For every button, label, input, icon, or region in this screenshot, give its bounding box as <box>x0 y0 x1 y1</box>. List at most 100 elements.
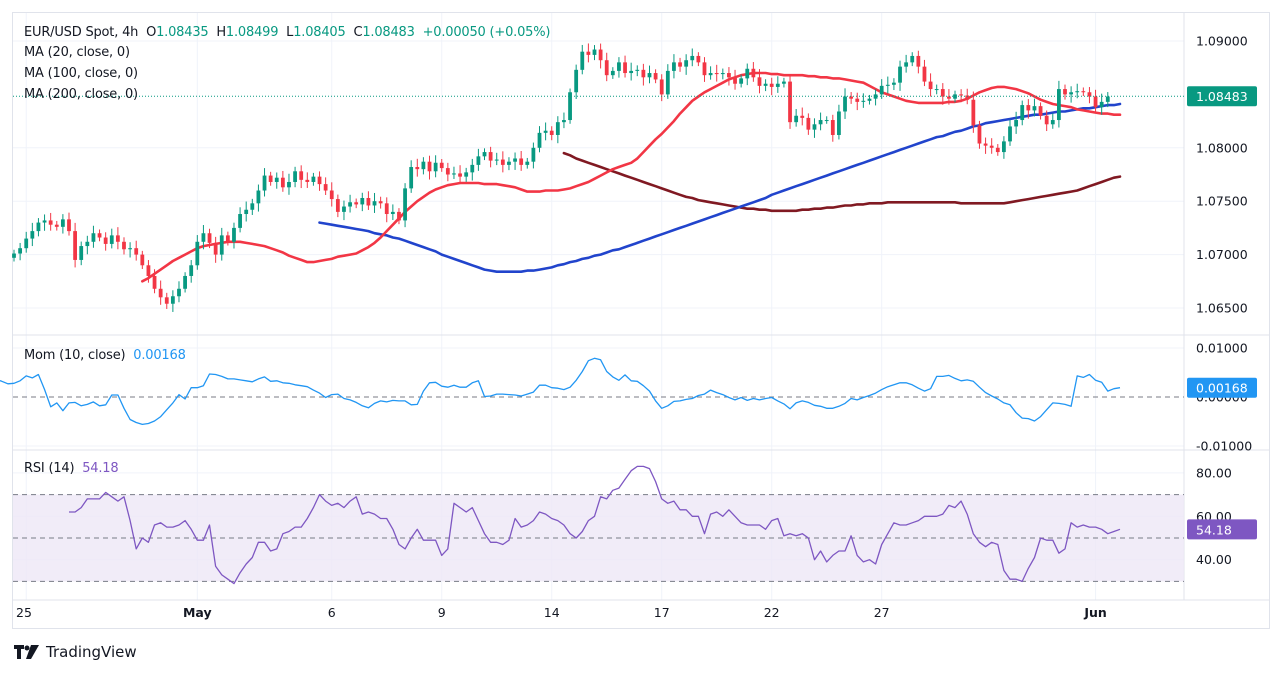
candle-body <box>873 94 878 99</box>
last-price-badge: 1.08483 <box>1187 86 1257 107</box>
candle-body <box>1093 96 1098 108</box>
candle-body <box>256 190 261 204</box>
candle-body <box>342 206 346 212</box>
candle-body <box>537 132 542 148</box>
candle-body <box>782 81 786 84</box>
candle-body <box>665 70 670 95</box>
candle <box>977 120 982 149</box>
candle <box>433 155 438 178</box>
tradingview-logo[interactable]: TradingView <box>14 643 137 661</box>
candle <box>317 171 322 191</box>
candle-body <box>812 124 817 130</box>
candle-body <box>543 130 548 133</box>
time-tick-label: 25 <box>16 605 32 620</box>
candle <box>672 54 676 79</box>
candle-body <box>629 70 634 74</box>
candle <box>623 55 627 78</box>
candle <box>293 166 297 188</box>
candle-body <box>323 184 328 191</box>
candle-body <box>653 73 658 80</box>
candle-body <box>788 81 792 123</box>
candle <box>189 260 194 283</box>
candle <box>250 198 255 215</box>
candle <box>409 160 414 193</box>
candle <box>207 228 212 249</box>
candle <box>549 126 554 141</box>
ma20-legend[interactable]: MA (20, close, 0) <box>24 45 130 60</box>
momentum-pane <box>0 357 1184 426</box>
momentum-label: Mom (10, close) <box>24 348 126 363</box>
candle <box>959 89 964 103</box>
candle <box>751 62 756 82</box>
candle <box>568 88 572 124</box>
candle-body <box>916 55 921 67</box>
candle-body <box>580 51 585 70</box>
candle <box>274 172 279 189</box>
candle-body <box>598 49 603 61</box>
candle-body <box>470 164 475 173</box>
rsi-pane <box>69 465 1121 585</box>
candle-body <box>647 73 652 78</box>
rsi-band <box>13 494 1184 582</box>
momentum-line <box>0 357 1121 426</box>
candle-body <box>617 62 621 71</box>
candle <box>201 225 206 250</box>
candle <box>1014 111 1019 134</box>
candle-body <box>898 66 902 83</box>
candle <box>788 76 792 129</box>
candle-body <box>751 68 756 78</box>
candle-body <box>818 120 823 125</box>
candle-body <box>1032 106 1037 111</box>
ma100-line <box>318 102 1122 274</box>
candle <box>1038 102 1043 120</box>
candle-body <box>91 233 96 242</box>
candle <box>439 159 444 172</box>
candle <box>213 236 218 263</box>
candle-body <box>397 211 401 221</box>
candle <box>452 166 456 179</box>
candle-body <box>170 296 175 304</box>
candle-body <box>122 241 126 250</box>
candle <box>488 146 493 168</box>
candle <box>1081 87 1086 97</box>
candle <box>904 54 909 73</box>
candle-body <box>965 95 970 100</box>
candle <box>659 74 664 102</box>
candle <box>1050 113 1055 129</box>
candle-body <box>1105 96 1110 102</box>
candle-body <box>232 227 236 242</box>
candle-body <box>409 167 414 189</box>
candle <box>500 151 505 173</box>
candle <box>366 191 371 210</box>
candle <box>421 157 426 175</box>
candle <box>604 52 609 82</box>
rsi-legend[interactable]: RSI (14) 54.18 <box>24 461 119 476</box>
candle-body <box>317 176 322 185</box>
candle <box>873 89 878 106</box>
candle <box>696 52 701 67</box>
candle-body <box>947 96 951 99</box>
candle <box>702 57 707 82</box>
candle-body <box>690 55 695 61</box>
change-value: +0.00050 (+0.05%) <box>422 25 551 40</box>
candle <box>794 109 799 127</box>
candle-body <box>293 171 297 182</box>
candle-body <box>1002 141 1006 153</box>
candle <box>60 214 65 234</box>
high-label: H <box>216 25 226 40</box>
candle-body <box>262 175 267 191</box>
candle <box>30 222 35 247</box>
candle <box>1075 83 1080 99</box>
momentum-legend[interactable]: Mom (10, close) 0.00168 <box>24 348 186 363</box>
candle <box>335 194 340 218</box>
candle-body <box>60 219 65 227</box>
ma100-legend[interactable]: MA (100, close, 0) <box>24 66 138 81</box>
candle <box>299 165 304 189</box>
candle-body <box>152 275 157 289</box>
candle <box>42 214 47 231</box>
candle <box>1002 136 1006 159</box>
ma200-legend[interactable]: MA (200, close, 0) <box>24 87 138 102</box>
candle <box>745 63 750 86</box>
candle <box>940 83 945 105</box>
